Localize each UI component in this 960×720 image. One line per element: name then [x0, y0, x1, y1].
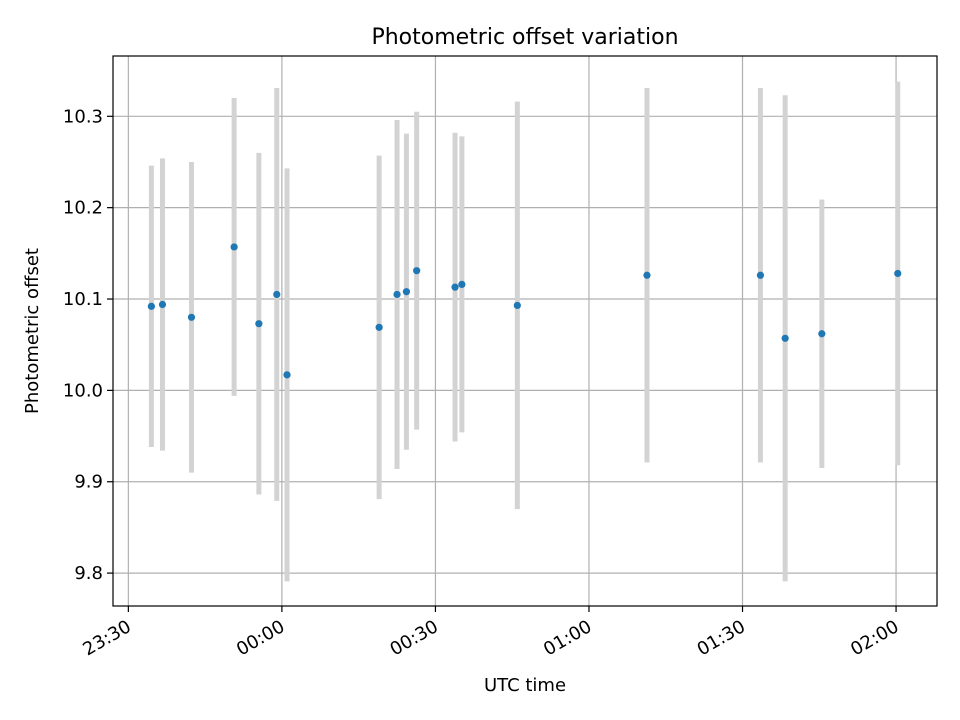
data-point	[375, 323, 383, 331]
y-tick-label: 10.2	[63, 198, 103, 219]
y-tick-label: 9.8	[74, 563, 103, 584]
point-layer	[147, 243, 902, 379]
data-point	[255, 320, 263, 328]
y-tick-label: 9.9	[74, 472, 103, 493]
x-tick-label: 00:30	[387, 616, 442, 660]
data-point	[513, 301, 521, 310]
data-point	[818, 330, 826, 338]
data-point	[158, 300, 167, 309]
x-tick-label: 00:00	[233, 616, 288, 660]
x-axis-label: UTC time	[484, 675, 566, 696]
data-point	[393, 290, 401, 299]
data-point	[187, 313, 196, 321]
errorbar-layer	[148, 81, 901, 582]
x-tick-label: 01:30	[694, 616, 749, 660]
data-point	[894, 269, 902, 278]
chart-title: Photometric offset variation	[371, 25, 678, 50]
data-point	[643, 271, 651, 279]
data-point	[230, 243, 238, 251]
y-tick-label: 10.0	[63, 380, 103, 401]
data-point	[781, 334, 789, 342]
y-axis-ticks: 9.8 9.9 10.0 10.1 10.2 10.3	[63, 106, 113, 584]
x-tick-label: 23:30	[79, 616, 134, 660]
data-point	[458, 280, 466, 289]
x-axis-ticks: 23:30 00:00 00:30 01:00 01:30 02:00	[79, 606, 903, 660]
x-tick-label: 02:00	[847, 616, 902, 660]
data-point	[273, 290, 281, 299]
data-point	[413, 267, 421, 275]
data-point	[756, 271, 765, 279]
plot-frame	[112, 55, 938, 607]
y-tick-label: 10.3	[63, 106, 103, 127]
data-point	[283, 371, 291, 379]
data-point	[402, 288, 411, 296]
data-point	[147, 302, 155, 310]
y-tick-label: 10.1	[63, 289, 103, 310]
data-point	[451, 283, 459, 291]
x-tick-label: 01:00	[540, 616, 595, 660]
y-axis-label: Photometric offset	[22, 248, 43, 414]
